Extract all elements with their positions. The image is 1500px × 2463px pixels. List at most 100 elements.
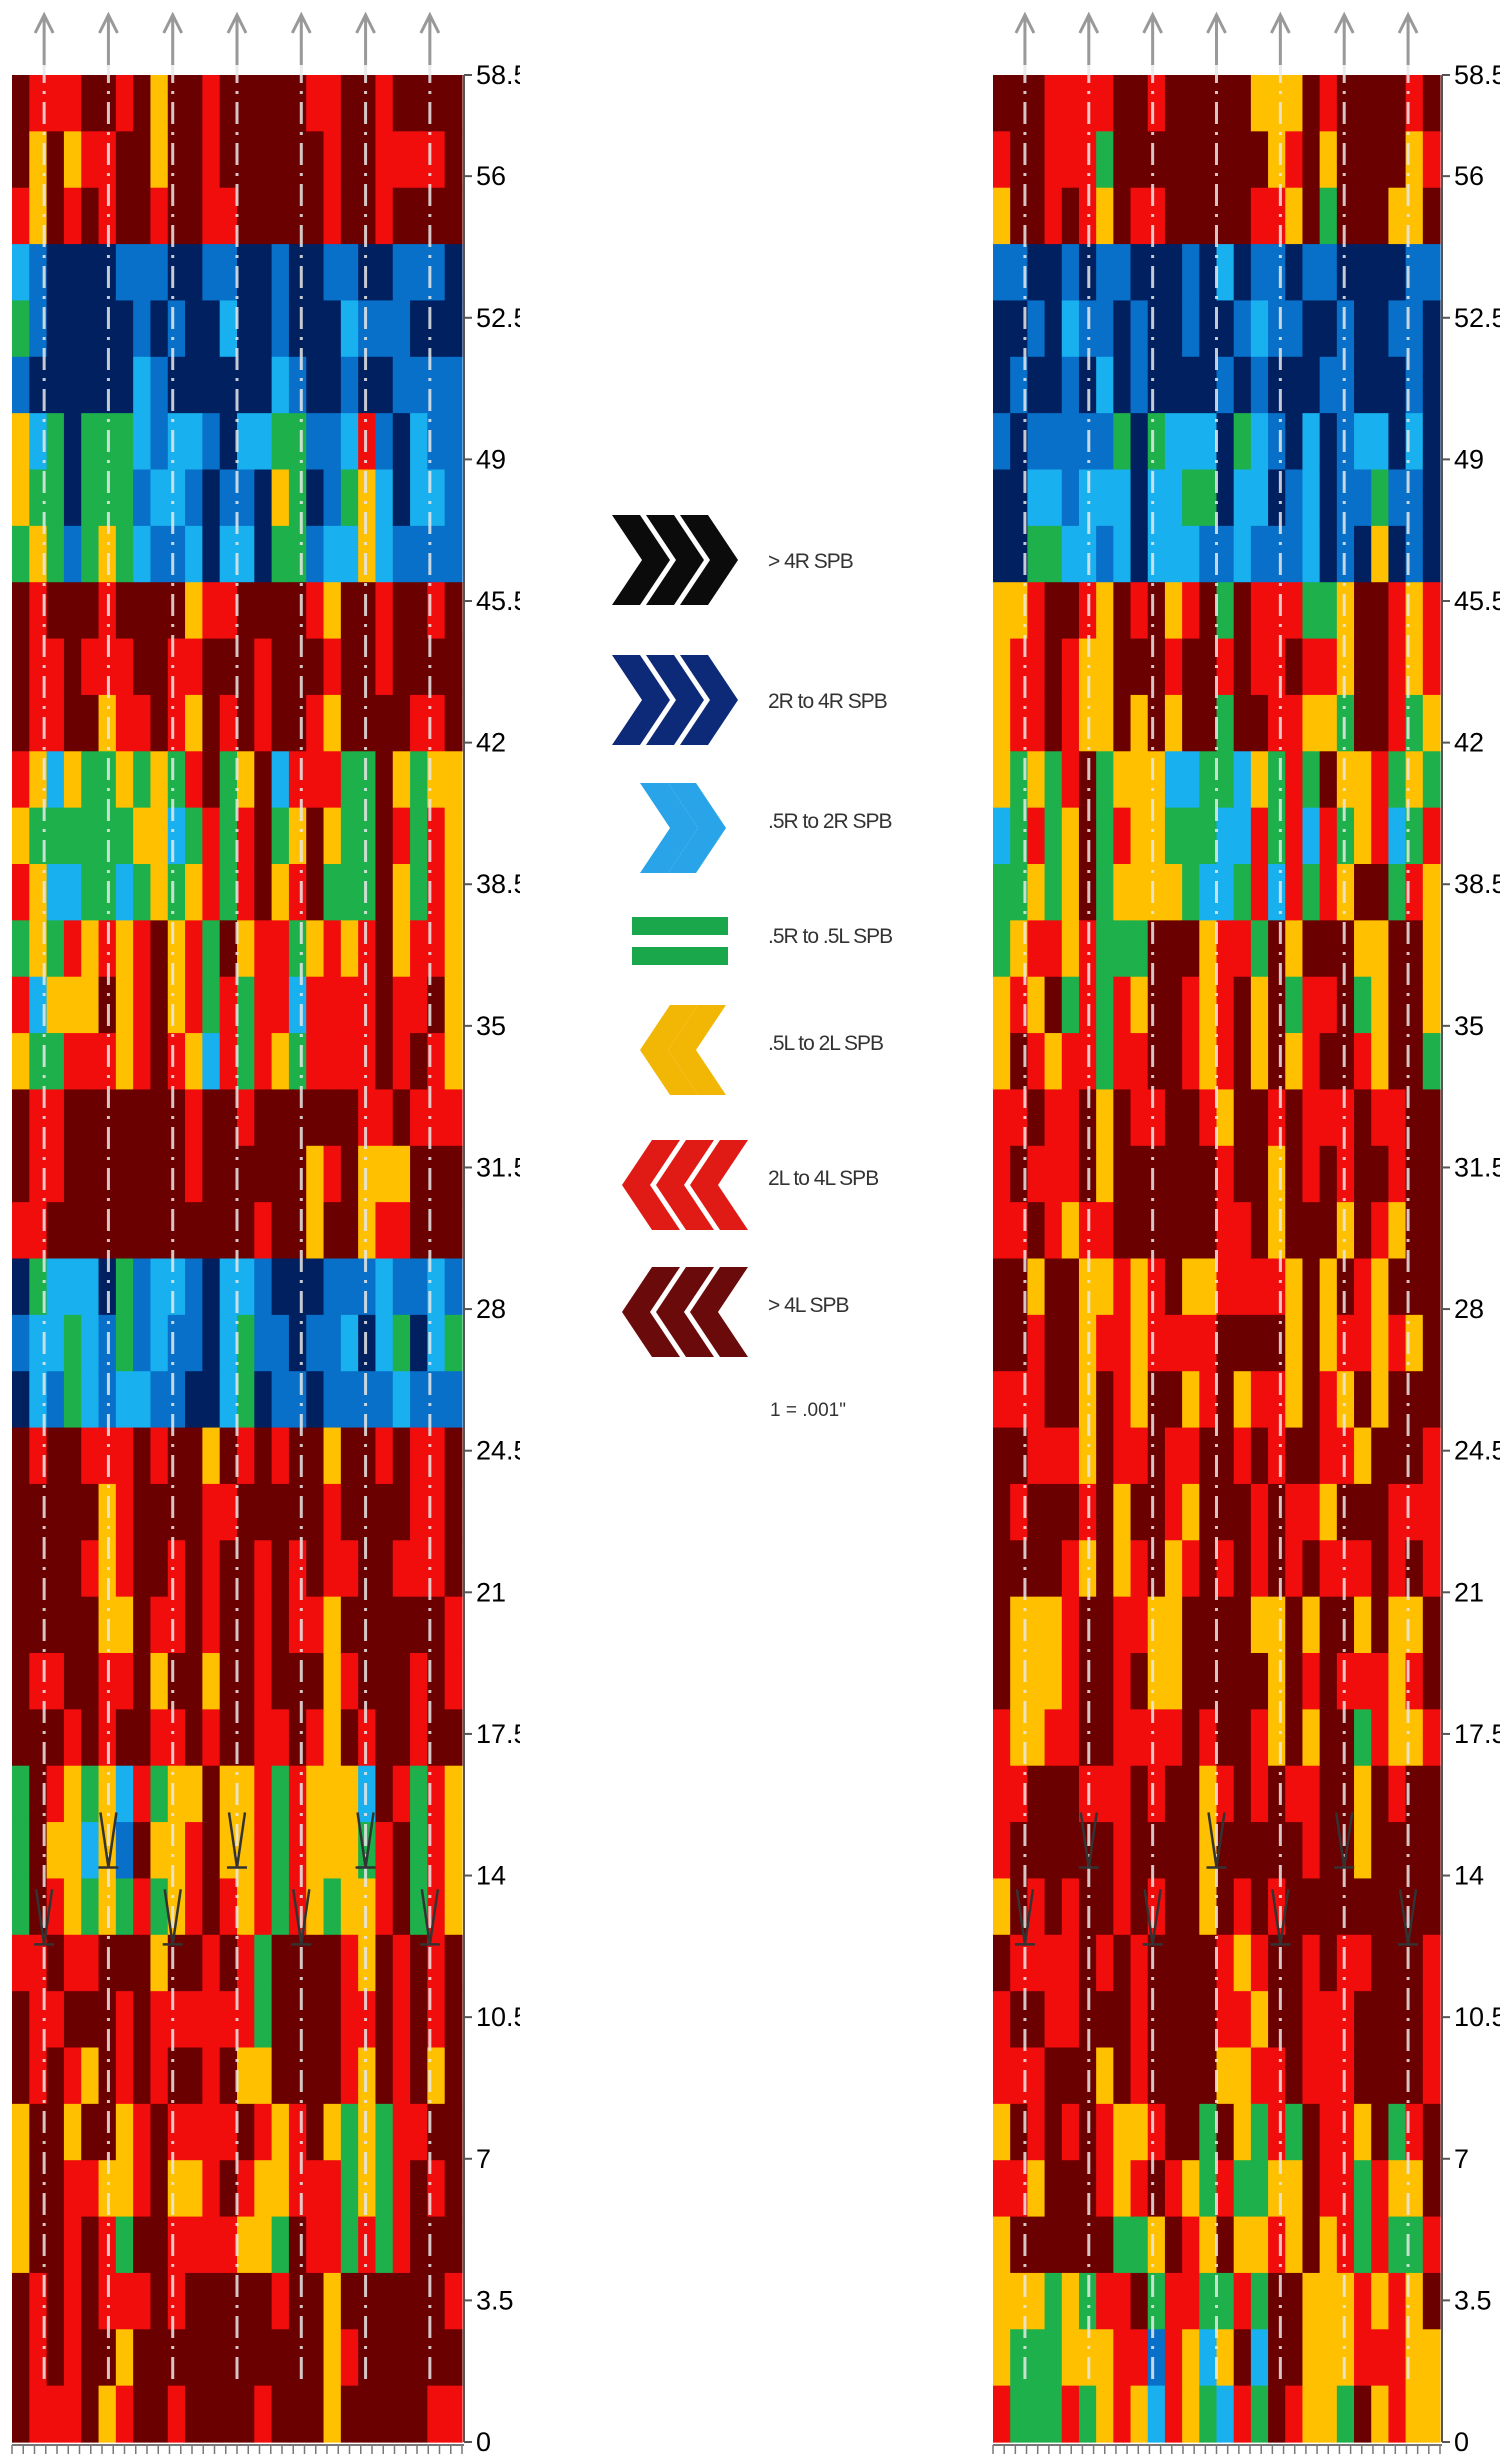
heatmap-cell bbox=[1113, 2272, 1132, 2330]
heatmap-cell bbox=[133, 525, 152, 583]
heatmap-cell bbox=[1130, 976, 1149, 1034]
heatmap-cell bbox=[46, 244, 65, 302]
heatmap-cell bbox=[1336, 469, 1355, 527]
heatmap-cell bbox=[29, 413, 48, 471]
heatmap-cell bbox=[219, 1596, 238, 1654]
heatmap-cell bbox=[1027, 976, 1046, 1034]
heatmap-cell bbox=[1199, 1089, 1218, 1147]
heatmap-cell bbox=[185, 1314, 203, 1372]
heatmap-cell bbox=[167, 1202, 186, 1260]
heatmap-cell bbox=[1164, 1934, 1183, 1992]
heatmap-cell bbox=[1319, 1991, 1338, 2049]
heatmap-cell bbox=[444, 864, 463, 921]
heatmap-cell bbox=[46, 1258, 65, 1316]
heatmap-cell bbox=[392, 1596, 411, 1654]
heatmap-cell bbox=[219, 1765, 238, 1823]
heatmap-cell bbox=[1164, 1371, 1183, 1429]
heatmap-cell bbox=[1147, 694, 1166, 752]
heatmap-cell bbox=[133, 2160, 152, 2218]
heatmap-cell bbox=[63, 2216, 82, 2274]
heatmap-cell bbox=[392, 187, 411, 245]
heatmap-cell bbox=[1096, 244, 1114, 302]
heatmap-cell bbox=[1354, 356, 1372, 414]
heatmap-cell bbox=[98, 356, 117, 414]
heatmap-cell bbox=[1164, 694, 1183, 752]
heatmap-cell bbox=[202, 1483, 221, 1541]
heatmap-cell bbox=[1113, 1427, 1132, 1485]
heatmap-cell bbox=[427, 2160, 446, 2218]
heatmap-cell bbox=[1233, 1540, 1252, 1598]
heatmap-cell bbox=[375, 1314, 394, 1372]
heatmap-cell bbox=[410, 582, 428, 640]
heatmap-cell bbox=[202, 1089, 221, 1147]
heatmap-cell bbox=[167, 75, 186, 132]
heatmap-cell bbox=[115, 131, 134, 189]
heatmap-cell bbox=[1405, 413, 1424, 471]
heatmap-cell bbox=[427, 1934, 446, 1992]
heatmap-cell bbox=[358, 356, 377, 414]
heatmap-cell bbox=[1216, 1145, 1235, 1203]
heatmap-cell bbox=[1199, 1033, 1218, 1091]
heatmap-cell bbox=[427, 1089, 446, 1147]
heatmap-cell bbox=[1250, 1765, 1269, 1823]
heatmap-cell bbox=[1182, 2272, 1200, 2330]
heatmap-cell bbox=[271, 2329, 290, 2387]
heatmap-cell bbox=[12, 1540, 30, 1598]
heatmap-cell bbox=[306, 244, 325, 302]
heatmap-cell bbox=[1250, 1371, 1269, 1429]
heatmap-cell bbox=[202, 131, 221, 189]
heatmap-cell bbox=[306, 1089, 325, 1147]
heatmap-cell bbox=[444, 1709, 463, 1767]
heatmap-cell bbox=[1302, 2160, 1321, 2218]
heatmap-cell bbox=[1061, 1202, 1080, 1260]
heatmap-cell bbox=[392, 1878, 411, 1936]
heatmap-cell bbox=[185, 1878, 203, 1936]
heatmap-cell bbox=[63, 2329, 82, 2387]
y-tick-label: 52.5 bbox=[476, 303, 520, 333]
heatmap-cell bbox=[288, 2216, 307, 2274]
heatmap-cell bbox=[444, 469, 463, 527]
heatmap-cell bbox=[288, 694, 307, 752]
heatmap-cell bbox=[185, 1145, 203, 1203]
heatmap-cell bbox=[1182, 469, 1200, 527]
heatmap-cell bbox=[1147, 2272, 1166, 2330]
heatmap-cell bbox=[219, 864, 238, 921]
heatmap-cell bbox=[1405, 864, 1424, 921]
heatmap-cell bbox=[185, 751, 203, 809]
heatmap-cell bbox=[993, 1991, 1011, 2049]
heatmap-cell bbox=[1302, 1145, 1321, 1203]
heatmap-cell bbox=[375, 751, 394, 809]
heatmap-cell bbox=[1027, 2160, 1046, 2218]
heatmap-cell bbox=[81, 187, 100, 245]
heatmap-cell bbox=[1113, 75, 1132, 132]
heatmap-cell bbox=[63, 1653, 82, 1710]
heatmap-cell bbox=[1388, 2047, 1407, 2105]
heatmap-cell bbox=[1405, 1991, 1424, 2049]
heatmap-cell bbox=[1268, 1596, 1286, 1654]
heatmap-cell bbox=[1250, 1540, 1269, 1598]
heatmap-cell bbox=[115, 469, 134, 527]
sensor-arrow-icon bbox=[1014, 11, 1036, 65]
heatmap-cell bbox=[1422, 1540, 1441, 1598]
heatmap-cell bbox=[1216, 1033, 1235, 1091]
heatmap-cell bbox=[271, 976, 290, 1034]
heatmap-cell bbox=[1096, 2160, 1114, 2218]
heatmap-cell bbox=[46, 2272, 65, 2330]
heatmap-cell bbox=[1422, 300, 1441, 358]
heatmap-cell bbox=[46, 2160, 65, 2218]
heatmap-cell bbox=[1250, 244, 1269, 302]
heatmap-cell bbox=[237, 75, 255, 132]
heatmap-cell bbox=[46, 1314, 65, 1372]
heatmap-cell bbox=[1113, 356, 1132, 414]
heatmap-cell bbox=[1354, 1596, 1372, 1654]
heatmap-cell bbox=[1061, 1089, 1080, 1147]
heatmap-cell bbox=[1319, 1822, 1338, 1880]
heatmap-cell bbox=[271, 1371, 290, 1429]
heatmap-cell bbox=[1371, 1540, 1390, 1598]
heatmap-cell bbox=[115, 2160, 134, 2218]
heatmap-cell bbox=[1199, 2329, 1218, 2387]
heatmap-cell bbox=[1319, 1934, 1338, 1992]
heatmap-cell bbox=[254, 1314, 273, 1372]
heatmap-cell bbox=[1147, 582, 1166, 640]
heatmap-cell bbox=[288, 2103, 307, 2161]
